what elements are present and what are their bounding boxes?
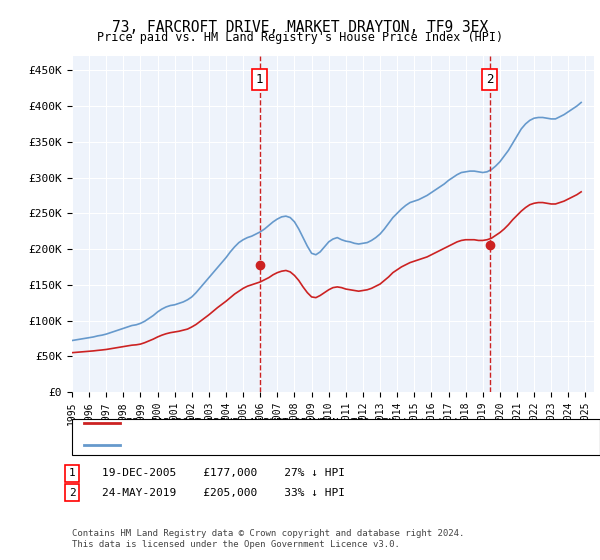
Text: HPI: Average price, detached house, Shropshire: HPI: Average price, detached house, Shro… [126,440,413,450]
Text: 2: 2 [68,488,76,498]
Text: 73, FARCROFT DRIVE, MARKET DRAYTON, TF9 3EX: 73, FARCROFT DRIVE, MARKET DRAYTON, TF9 … [112,20,488,35]
Text: 1: 1 [256,73,263,86]
Text: Price paid vs. HM Land Registry's House Price Index (HPI): Price paid vs. HM Land Registry's House … [97,31,503,44]
Text: 2: 2 [486,73,493,86]
Text: Contains HM Land Registry data © Crown copyright and database right 2024.
This d: Contains HM Land Registry data © Crown c… [72,529,464,549]
Text: 19-DEC-2005    £177,000    27% ↓ HPI: 19-DEC-2005 £177,000 27% ↓ HPI [102,468,345,478]
Text: 1: 1 [68,468,76,478]
Text: 73, FARCROFT DRIVE, MARKET DRAYTON, TF9 3EX (detached house): 73, FARCROFT DRIVE, MARKET DRAYTON, TF9 … [126,418,501,428]
Text: 24-MAY-2019    £205,000    33% ↓ HPI: 24-MAY-2019 £205,000 33% ↓ HPI [102,488,345,498]
